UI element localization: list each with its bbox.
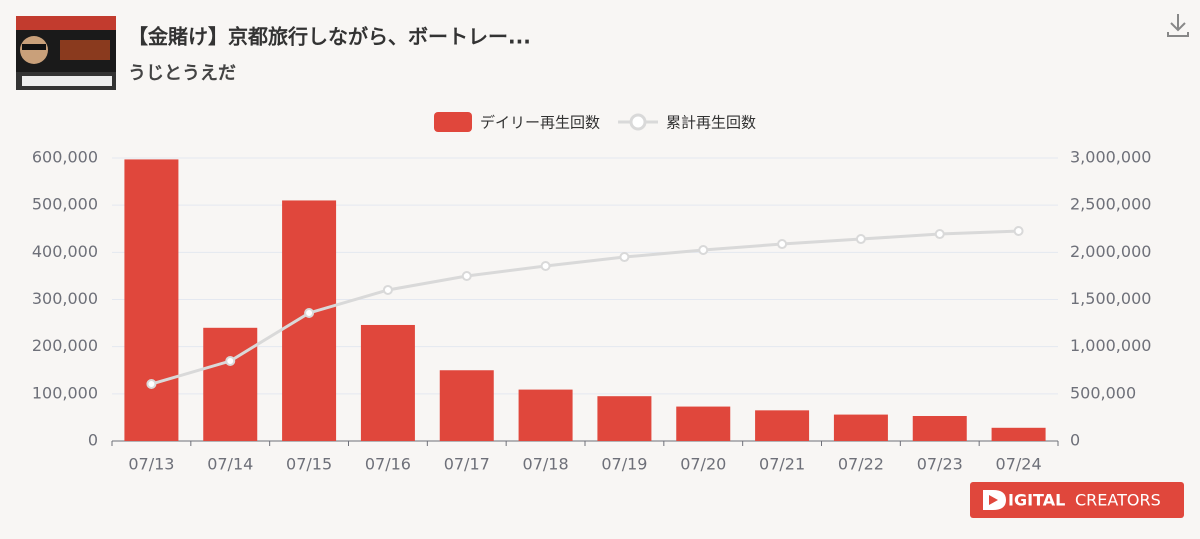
bar xyxy=(518,389,573,441)
legend-label: デイリー再生回数 xyxy=(480,114,600,132)
legend-swatch xyxy=(434,112,472,132)
y2-tick-label: 0 xyxy=(1070,431,1080,450)
line-point xyxy=(934,229,945,240)
chart: 0 100,000 200,000 300,000 400,000 500,000 600,… xyxy=(32,112,1151,474)
legend-label: 累計再生回数 xyxy=(666,114,756,132)
legend-swatch xyxy=(629,113,647,131)
line-point xyxy=(304,307,315,318)
line-point xyxy=(146,379,157,390)
x-tick-label: 07/24 xyxy=(996,455,1042,474)
line-point xyxy=(1013,226,1024,237)
y2-tick-label: 1,000,000 xyxy=(1070,336,1151,355)
y2-tick-label: 3,000,000 xyxy=(1070,148,1151,167)
y-tick-label: 300,000 xyxy=(32,289,98,308)
brand-logo: IGITAL CREATORS xyxy=(970,482,1184,518)
video-title: 【金賭け】京都旅行しながら、ボートレー... xyxy=(128,25,531,49)
x-tick-label: 07/15 xyxy=(286,455,332,474)
bar xyxy=(282,200,337,441)
x-tick-label: 07/17 xyxy=(444,455,490,474)
brand-text: CREATORS xyxy=(1075,491,1161,510)
y2-tick-label: 500,000 xyxy=(1070,383,1136,402)
x-tick-label: 07/19 xyxy=(601,455,647,474)
x-tick-label: 07/20 xyxy=(680,455,726,474)
line-point xyxy=(698,244,709,255)
bar xyxy=(203,327,258,441)
line xyxy=(150,229,1019,386)
line-point xyxy=(777,239,788,250)
bar xyxy=(676,406,731,441)
x-tick-label: 07/21 xyxy=(759,455,805,474)
brand-text: IGITAL xyxy=(1008,491,1065,510)
y-tick-label: 500,000 xyxy=(32,195,98,214)
x-tick-label: 07/22 xyxy=(838,455,884,474)
bar xyxy=(597,396,652,441)
x-tick-label: 07/18 xyxy=(523,455,569,474)
bar xyxy=(912,416,967,441)
line-point xyxy=(540,261,551,272)
channel-name: うじとうえだ xyxy=(128,63,236,84)
y-tick-label: 200,000 xyxy=(32,336,98,355)
y-tick-label: 0 xyxy=(88,431,98,450)
y-tick-label: 100,000 xyxy=(32,383,98,402)
y2-tick-label: 2,500,000 xyxy=(1070,195,1151,214)
x-tick-label: 07/16 xyxy=(365,455,411,474)
bar xyxy=(991,427,1046,441)
line-point xyxy=(461,271,472,282)
y-tick-label: 400,000 xyxy=(32,242,98,261)
y2-tick-label: 2,000,000 xyxy=(1070,242,1151,261)
bar xyxy=(124,159,179,442)
bar xyxy=(360,324,415,441)
bar xyxy=(833,414,888,441)
bar xyxy=(755,410,810,441)
line-point xyxy=(382,284,393,295)
x-tick-label: 07/13 xyxy=(128,455,174,474)
y-tick-label: 600,000 xyxy=(32,148,98,167)
line-point xyxy=(619,252,630,263)
line-point xyxy=(225,356,236,367)
thumbnail xyxy=(16,16,116,90)
bar xyxy=(439,370,494,441)
line-point xyxy=(855,234,866,245)
x-tick-label: 07/23 xyxy=(917,455,963,474)
download-icon[interactable] xyxy=(1167,14,1189,37)
x-tick-label: 07/14 xyxy=(207,455,253,474)
y2-tick-label: 1,500,000 xyxy=(1070,289,1151,308)
